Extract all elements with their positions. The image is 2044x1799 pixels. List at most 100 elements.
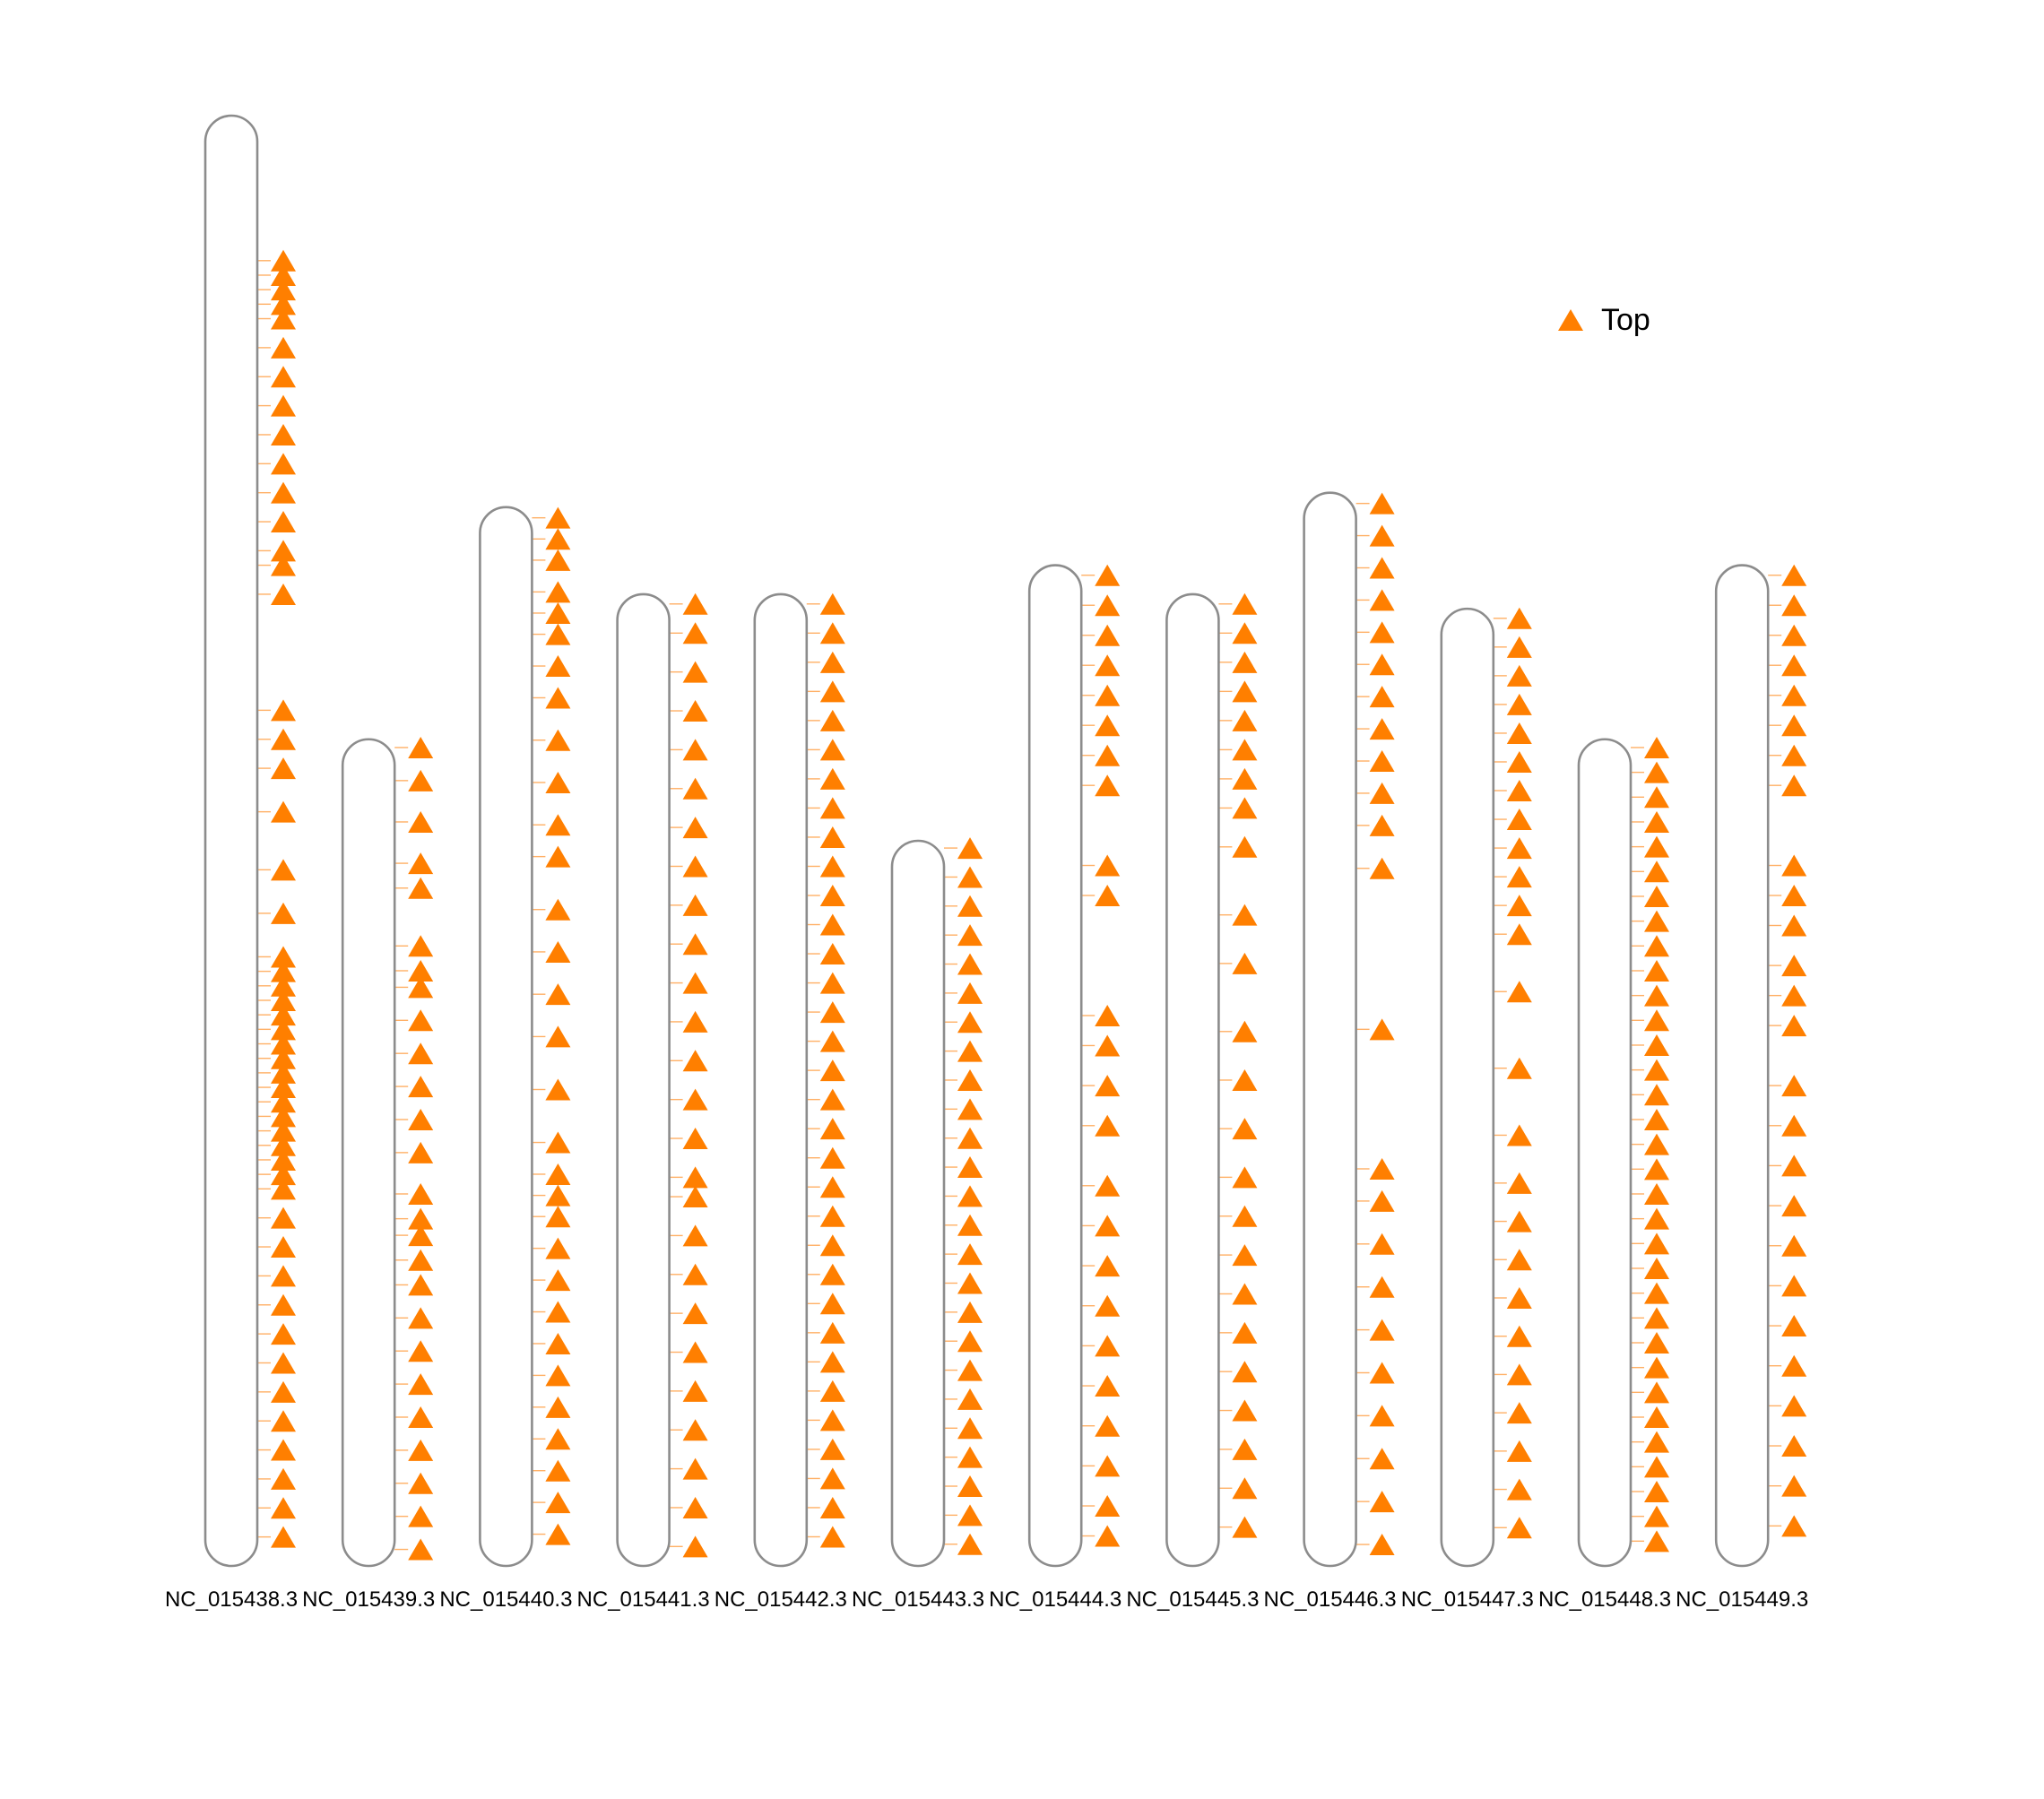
- hit-marker: [1232, 1399, 1258, 1422]
- hit-marker: [1095, 1255, 1121, 1277]
- hit-marker: [1506, 1478, 1532, 1501]
- hit-marker: [682, 1380, 708, 1402]
- hit-marker: [545, 506, 571, 529]
- hit-marker: [819, 1088, 845, 1111]
- hit-marker: [408, 959, 434, 982]
- hit-marker: [408, 1373, 434, 1396]
- hit-marker: [957, 1330, 983, 1353]
- hit-marker: [545, 1206, 571, 1228]
- hit-marker: [957, 982, 983, 1004]
- hit-marker: [819, 739, 845, 761]
- chromosome-NC_015448.3: [1577, 738, 1633, 1568]
- hit-marker: [1644, 1232, 1669, 1255]
- hit-marker: [1369, 1405, 1395, 1427]
- hit-marker: [1781, 1234, 1807, 1257]
- hit-marker: [545, 1523, 571, 1545]
- legend-label: Top: [1601, 303, 1650, 337]
- hit-marker: [271, 481, 296, 504]
- hit-marker: [1644, 1307, 1669, 1329]
- hit-marker: [271, 453, 296, 475]
- hit-marker: [1232, 1205, 1258, 1227]
- hit-marker: [1781, 1354, 1807, 1377]
- hit-marker: [408, 1538, 434, 1561]
- hit-marker: [408, 1472, 434, 1494]
- hit-marker: [408, 1274, 434, 1296]
- hit-marker: [271, 1410, 296, 1432]
- hit-marker: [545, 1301, 571, 1323]
- chromosome-NC_015438.3: [204, 114, 259, 1568]
- hit-marker: [271, 1033, 296, 1055]
- hit-marker: [1232, 1321, 1258, 1344]
- hit-marker: [1644, 786, 1669, 809]
- hit-marker: [1506, 693, 1532, 715]
- hit-marker: [819, 1263, 845, 1285]
- hit-marker: [1506, 1440, 1532, 1462]
- hit-marker: [957, 895, 983, 917]
- hit-marker: [271, 1163, 296, 1186]
- hit-marker: [1232, 835, 1258, 858]
- hit-marker: [819, 1526, 845, 1548]
- hit-marker: [819, 592, 845, 615]
- hit-marker: [682, 1224, 708, 1247]
- hit-marker: [1369, 589, 1395, 611]
- hit-marker: [819, 1351, 845, 1373]
- hit-marker: [1644, 1530, 1669, 1553]
- hit-marker: [271, 583, 296, 605]
- hit-marker: [682, 1535, 708, 1558]
- hit-marker: [1781, 1315, 1807, 1337]
- hit-marker: [1095, 1174, 1121, 1197]
- hit-marker: [1095, 1414, 1121, 1437]
- chromosome-NC_015441.3: [616, 592, 671, 1568]
- hit-marker: [271, 1047, 296, 1069]
- chromosome-label: NC_015449.3: [1676, 1587, 1808, 1612]
- hit-marker: [819, 1293, 845, 1315]
- hit-marker: [545, 687, 571, 709]
- hit-marker: [1781, 1475, 1807, 1497]
- hit-marker: [1781, 1515, 1807, 1537]
- hit-marker: [271, 1467, 296, 1490]
- hit-marker: [545, 898, 571, 921]
- hit-marker: [1369, 1232, 1395, 1255]
- hit-marker: [682, 1302, 708, 1325]
- hit-marker: [545, 771, 571, 793]
- hit-marker: [1506, 809, 1532, 831]
- hit-marker: [682, 661, 708, 683]
- hit-marker: [545, 1332, 571, 1354]
- hit-marker: [1644, 1158, 1669, 1181]
- hit-marker: [1781, 594, 1807, 617]
- hit-marker: [1369, 750, 1395, 773]
- hit-marker: [1506, 923, 1532, 946]
- hit-marker: [271, 1134, 296, 1156]
- hit-marker: [1369, 492, 1395, 515]
- hit-marker: [1232, 767, 1258, 790]
- hit-marker: [545, 983, 571, 1006]
- hit-marker: [271, 1323, 296, 1345]
- hit-marker: [545, 1184, 571, 1207]
- hit-marker: [1369, 782, 1395, 804]
- hit-marker: [682, 592, 708, 615]
- hit-marker: [545, 549, 571, 571]
- hit-marker: [271, 1004, 296, 1026]
- chromosome-label: NC_015443.3: [852, 1587, 984, 1612]
- chromosome-label-layer: NC_015438.3 NC_015439.3 NC_015440.3 NC_0154…: [165, 1587, 1808, 1612]
- hit-marker: [271, 1380, 296, 1403]
- hit-marker: [1644, 984, 1669, 1007]
- chromosome-NC_015439.3: [341, 738, 396, 1568]
- chromosome-label: NC_015448.3: [1538, 1587, 1671, 1612]
- hit-marker: [1232, 1244, 1258, 1267]
- hit-marker: [545, 601, 571, 624]
- hit-marker: [819, 1234, 845, 1257]
- hit-marker: [819, 680, 845, 703]
- hit-marker: [1232, 739, 1258, 761]
- hit-marker: [1506, 1286, 1532, 1309]
- hit-marker: [1506, 837, 1532, 860]
- hit-marker: [271, 1439, 296, 1461]
- hit-marker: [545, 1396, 571, 1418]
- hit-marker: [1644, 1059, 1669, 1081]
- hit-marker: [819, 1001, 845, 1024]
- hit-marker: [1369, 1448, 1395, 1470]
- hit-marker: [1644, 885, 1669, 907]
- hit-marker: [1506, 866, 1532, 888]
- hit-marker: [682, 1166, 708, 1189]
- hit-marker: [1369, 857, 1395, 879]
